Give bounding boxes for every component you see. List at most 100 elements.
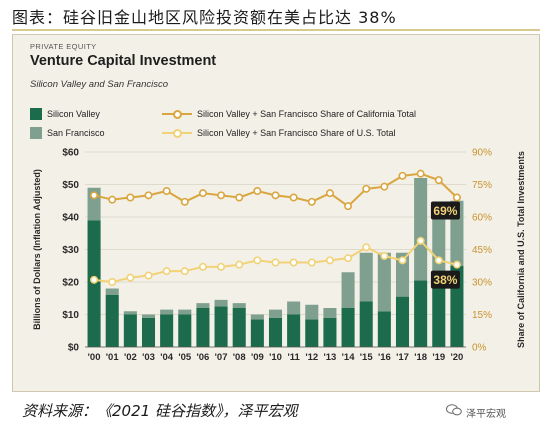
bar-silicon-valley (305, 319, 319, 347)
ca-share-point (180, 197, 189, 206)
y2-tick-label: 75% (472, 180, 492, 191)
y2-tick-label: 60% (472, 213, 492, 224)
ca-share-point (235, 193, 244, 202)
ca-share-point (325, 189, 334, 198)
us-share-point (253, 256, 262, 265)
figure-caption: 图表：硅谷旧金山地区风险投资额在美占比达 38% (12, 8, 397, 27)
bar-silicon-valley (105, 295, 119, 347)
x-tick-label: '08 (233, 352, 246, 363)
y2-tick-label: 15% (472, 310, 492, 321)
us-share-point (198, 262, 207, 271)
ca-share-point (144, 191, 153, 200)
x-tick-label: '12 (305, 352, 318, 363)
y-tick-label: $50 (62, 180, 79, 191)
us-share-point (344, 254, 353, 263)
ca-share-point (162, 187, 171, 196)
source-note: 资料来源：《2021 硅谷指数》，泽平宏观 (22, 402, 298, 420)
x-tick-label: '02 (124, 352, 137, 363)
annotation-label: 69% (433, 204, 457, 218)
us-share-point (380, 252, 389, 261)
bar-silicon-valley (268, 317, 283, 347)
x-tick-label: '18 (414, 352, 427, 363)
bar-san-francisco (377, 252, 391, 312)
ca-share-point (198, 189, 207, 198)
bar-san-francisco (268, 309, 283, 318)
bar-san-francisco (287, 301, 301, 315)
y-axis-title: Billions of Dollars (Inflation Adjusted) (32, 169, 42, 330)
x-tick-label: '04 (160, 352, 174, 363)
x-tick-label: '16 (378, 352, 391, 363)
us-share-point (180, 267, 189, 276)
x-tick-label: '20 (451, 352, 464, 363)
y-tick-label: $20 (62, 278, 79, 289)
ca-share-point (398, 171, 407, 180)
us-share-point (325, 256, 334, 265)
legend-label-us-share: Silicon Valley + San Francisco Share of … (197, 128, 396, 138)
bar-san-francisco (123, 311, 137, 315)
y-tick-label: $30 (62, 245, 79, 256)
ca-share-point (90, 191, 99, 200)
bar-san-francisco (395, 252, 410, 297)
legend-label-san-francisco: San Francisco (47, 128, 105, 138)
ca-share-point (416, 169, 425, 178)
us-share-point (434, 256, 443, 265)
bar-silicon-valley (160, 314, 174, 347)
bar-silicon-valley (395, 296, 410, 347)
us-share-point (108, 277, 117, 286)
bar-san-francisco (105, 288, 119, 295)
us-share-point (362, 243, 371, 252)
legend-label-silicon-valley: Silicon Valley (47, 109, 100, 119)
us-share-point (452, 260, 461, 269)
y2-tick-label: 45% (472, 245, 492, 256)
bar-silicon-valley (214, 306, 228, 347)
wechat-icon (446, 404, 462, 416)
x-tick-label: '10 (269, 352, 282, 363)
us-share-point (126, 273, 135, 282)
ca-share-point (253, 187, 262, 196)
y2-tick-label: 90% (472, 148, 492, 159)
x-tick-label: '11 (287, 352, 300, 363)
y-tick-label: $0 (68, 343, 80, 354)
y2-axis-title: Share of California and U.S. Total Inves… (516, 151, 526, 348)
us-share-point (416, 236, 425, 245)
y2-tick-label: 30% (472, 278, 492, 289)
bar-san-francisco (141, 314, 156, 318)
x-tick-label: '00 (88, 352, 101, 363)
bar-silicon-valley (250, 319, 264, 347)
ca-share-point (362, 184, 371, 193)
y2-tick-label: 0% (472, 343, 487, 354)
us-share-point (289, 258, 298, 267)
legend-swatch-silicon-valley (30, 108, 42, 120)
us-share-point (271, 258, 280, 267)
bar-silicon-valley (196, 308, 210, 347)
ca-share-point (307, 197, 316, 206)
bar-san-francisco (359, 252, 373, 302)
x-tick-label: '03 (142, 352, 155, 363)
us-share-point (90, 275, 99, 284)
annotation-badge (430, 201, 460, 220)
bar-silicon-valley (141, 317, 156, 347)
x-tick-label: '14 (342, 352, 356, 363)
bar-san-francisco (214, 299, 228, 307)
legend-marker-us-share (173, 129, 182, 138)
us-share-point (144, 271, 153, 280)
y-tick-label: $40 (62, 213, 79, 224)
bar-silicon-valley (123, 314, 137, 347)
bar-silicon-valley (323, 317, 337, 347)
ca-share-point (452, 193, 461, 202)
x-tick-label: '17 (396, 352, 409, 363)
bar-silicon-valley (178, 314, 192, 347)
us-share-point (398, 256, 407, 265)
watermark: 泽平宏观 (466, 409, 506, 420)
bar-san-francisco (196, 303, 210, 308)
caption-divider (12, 29, 540, 31)
bar-san-francisco (341, 272, 355, 308)
x-tick-label: '09 (251, 352, 264, 363)
y-tick-label: $10 (62, 310, 79, 321)
bar-silicon-valley (341, 308, 355, 347)
x-tick-label: '06 (197, 352, 210, 363)
bar-silicon-valley (377, 311, 391, 347)
ca-share-point (344, 202, 353, 211)
us-share-point (307, 258, 316, 267)
